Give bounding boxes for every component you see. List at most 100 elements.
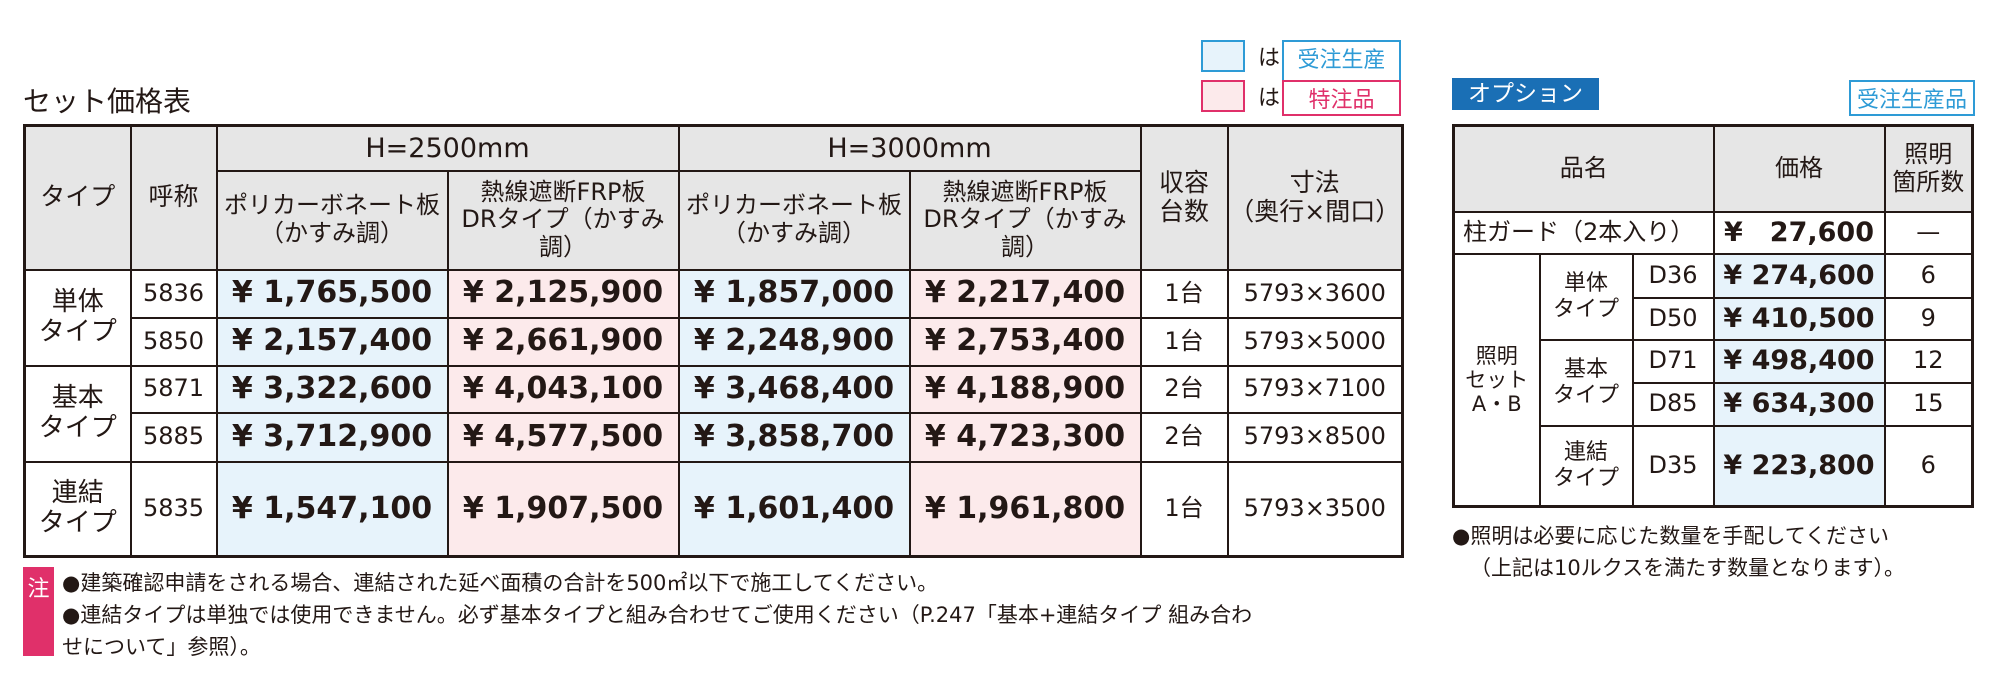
price-text: ¥ 1,765,500	[231, 275, 433, 311]
price-text: ¥ 2,753,400	[924, 323, 1126, 359]
price-text: ¥ 2,157,400	[231, 323, 433, 359]
panel-header-line: 熱線遮断FRP板	[449, 178, 678, 207]
price-text: ¥ 223,800	[1723, 450, 1875, 482]
name-text: 5885	[142, 422, 205, 451]
price-cell: ¥ 410,500	[1712, 296, 1886, 341]
type-line: タイプ	[1541, 466, 1632, 491]
type-header: タイプ	[23, 124, 132, 271]
data-row: 単体 タイプ 5836 ¥ 1,765,500 ¥ 2,125,900 ¥ 1,857,0…	[23, 268, 1404, 367]
code-text: D71	[1648, 346, 1698, 375]
option-note: （上記は10ルクスを満たす数量となります）。	[1470, 552, 1905, 582]
item-text: 柱ガード（2本入り）	[1463, 217, 1695, 246]
price-cell: ¥ 2,661,900	[446, 316, 680, 367]
code-text: D85	[1648, 389, 1698, 418]
panel-header-line: DRタイプ（かすみ調）	[449, 206, 678, 261]
header-row: ポリカーボネート板 （かすみ調） 熱線遮断FRP板 DRタイプ（かすみ調） ポリカーボネ…	[25, 169, 1403, 271]
size-header: 寸法 （奥行×間口）	[1226, 124, 1404, 271]
header-row: タイプ 呼称 H=2500mm H=3000mm 収容 台数 寸法 （奥行×間口）	[23, 124, 1404, 271]
count-text: 2台	[1164, 374, 1204, 403]
data-row: 基本 タイプ 5871 ¥ 3,322,600 ¥ 4,043,100 ¥ 3,468,4…	[23, 364, 1404, 463]
data-row: 5850 ¥ 2,157,400 ¥ 2,661,900 ¥ 2,248,900 ¥ 2…	[25, 316, 1404, 367]
type-line: タイプ	[26, 316, 130, 348]
count-text: 1台	[1164, 326, 1204, 355]
type-line: タイプ	[1552, 465, 1619, 491]
price-text: ¥ 2,661,900	[462, 323, 664, 359]
price-cell: ¥ 1,961,800	[908, 460, 1142, 558]
price-text: ¥ 4,723,300	[924, 418, 1126, 454]
type-line: 基本	[1563, 357, 1608, 383]
price-text: ¥ 2,248,900	[693, 323, 895, 359]
name-header: 呼称	[129, 124, 218, 271]
type-line: 基本	[51, 382, 104, 413]
price-cell: ¥ 4,723,300	[908, 411, 1142, 463]
panel-header-line: （かすみ調）	[722, 219, 866, 247]
panel-header-line: （かすみ調）	[260, 219, 404, 247]
note-text: せについて」参照）。	[62, 635, 261, 659]
legend-marker-text: は	[1258, 46, 1281, 71]
note-line: せについて」参照）。	[62, 631, 261, 661]
size-cell: 5793×3500	[1226, 460, 1404, 558]
panel-header-line: ポリカーボネート板	[680, 192, 909, 220]
price-text: ¥ 3,468,400	[693, 370, 895, 406]
count-header-line: 照明	[1904, 140, 1953, 169]
price-cell: ¥ 2,753,400	[908, 316, 1142, 367]
price-cell: ¥ 4,043,100	[446, 364, 680, 414]
data-row: 照明 セット A・B 単体 タイプ D36 ¥ 274,600 6	[1452, 252, 1974, 508]
panel-header-line: DRタイプ（かすみ調）	[461, 205, 665, 261]
size-header-line: （奥行×間口）	[1229, 197, 1402, 227]
count-header-line: 収容	[1158, 168, 1209, 197]
price-cell: ¥ 4,188,900	[908, 364, 1142, 414]
price-cell: ¥ 1,601,400	[677, 460, 911, 558]
count-header: 照明 箇所数	[1883, 124, 1974, 213]
type-line: 連結	[51, 477, 104, 508]
price-text: ¥ 4,043,100	[462, 370, 664, 406]
count-cell: 12	[1883, 338, 1974, 384]
code-text: D35	[1648, 450, 1698, 479]
count-cell: 6	[1883, 252, 1974, 299]
name-cell: 5885	[129, 411, 218, 463]
price-text: ¥ 274,600	[1723, 259, 1875, 291]
note-mark: 注	[23, 567, 54, 656]
name-cell: 5836	[129, 268, 218, 319]
code-cell: D71	[1631, 338, 1715, 384]
item-cell: 柱ガード（2本入り）	[1452, 210, 1715, 255]
size-header-line: 寸法	[1229, 168, 1402, 198]
type-cell: 基本 タイプ	[1538, 338, 1634, 427]
type-line: タイプ	[38, 316, 117, 347]
item-header-text: 品名	[1559, 153, 1608, 182]
size-text: 5793×5000	[1243, 326, 1386, 355]
price-text: ¥ 3,858,700	[693, 418, 895, 454]
type-line: 単体	[51, 286, 104, 317]
name-cell: 5835	[129, 460, 218, 558]
panel-header-line: 熱線遮断FRP板	[942, 177, 1108, 206]
count-header-line: 台数	[1158, 196, 1209, 226]
code-cell: D50	[1631, 296, 1715, 341]
price-text: ¥ 3,712,900	[231, 418, 433, 454]
size-text: 5793×3500	[1243, 493, 1386, 522]
data-row: D50 ¥ 410,500 9	[1454, 296, 1974, 341]
price-text: ¥ 1,907,500	[462, 490, 664, 526]
legend-swatch	[1201, 40, 1245, 72]
legend-marker-text: は	[1258, 86, 1281, 111]
note-line: ●建築確認申請をされる場合、連結された延べ面積の合計を500㎡以下で施工してくだ…	[62, 567, 938, 597]
panel-header-line: ポリカーボネート板	[218, 192, 447, 220]
option-label: オプション	[1452, 78, 1599, 110]
count-text: 12	[1912, 346, 1944, 375]
price-text: ¥ 4,577,500	[462, 418, 664, 454]
title-text: セット価格表	[23, 85, 192, 118]
price-cell: ¥ 3,858,700	[677, 411, 911, 463]
set-line: 照明	[1475, 343, 1518, 368]
legend-label-text: 特注品	[1308, 88, 1375, 113]
price-table: タイプ 呼称 H=2500mm H=3000mm 収容 台数 寸法 （奥行×間口） ポリカーボネ…	[23, 124, 1404, 558]
price-cell: ¥ 498,400	[1712, 338, 1886, 384]
price-text: ¥ 3,322,600	[231, 370, 433, 406]
code-cell: D35	[1631, 424, 1715, 508]
type-header-text: タイプ	[40, 182, 116, 212]
panel-header-line: （かすみ調）	[680, 219, 909, 248]
price-text: ¥ 27,600	[1724, 216, 1874, 248]
price-cell: ¥ 3,322,600	[215, 364, 449, 414]
panel-header: ポリカーボネート板 （かすみ調）	[677, 169, 911, 271]
data-row: D85 ¥ 634,300 15	[1454, 381, 1974, 427]
count-header-line: 箇所数	[1886, 168, 1972, 197]
price-cell: ¥ 1,547,100	[215, 460, 449, 558]
